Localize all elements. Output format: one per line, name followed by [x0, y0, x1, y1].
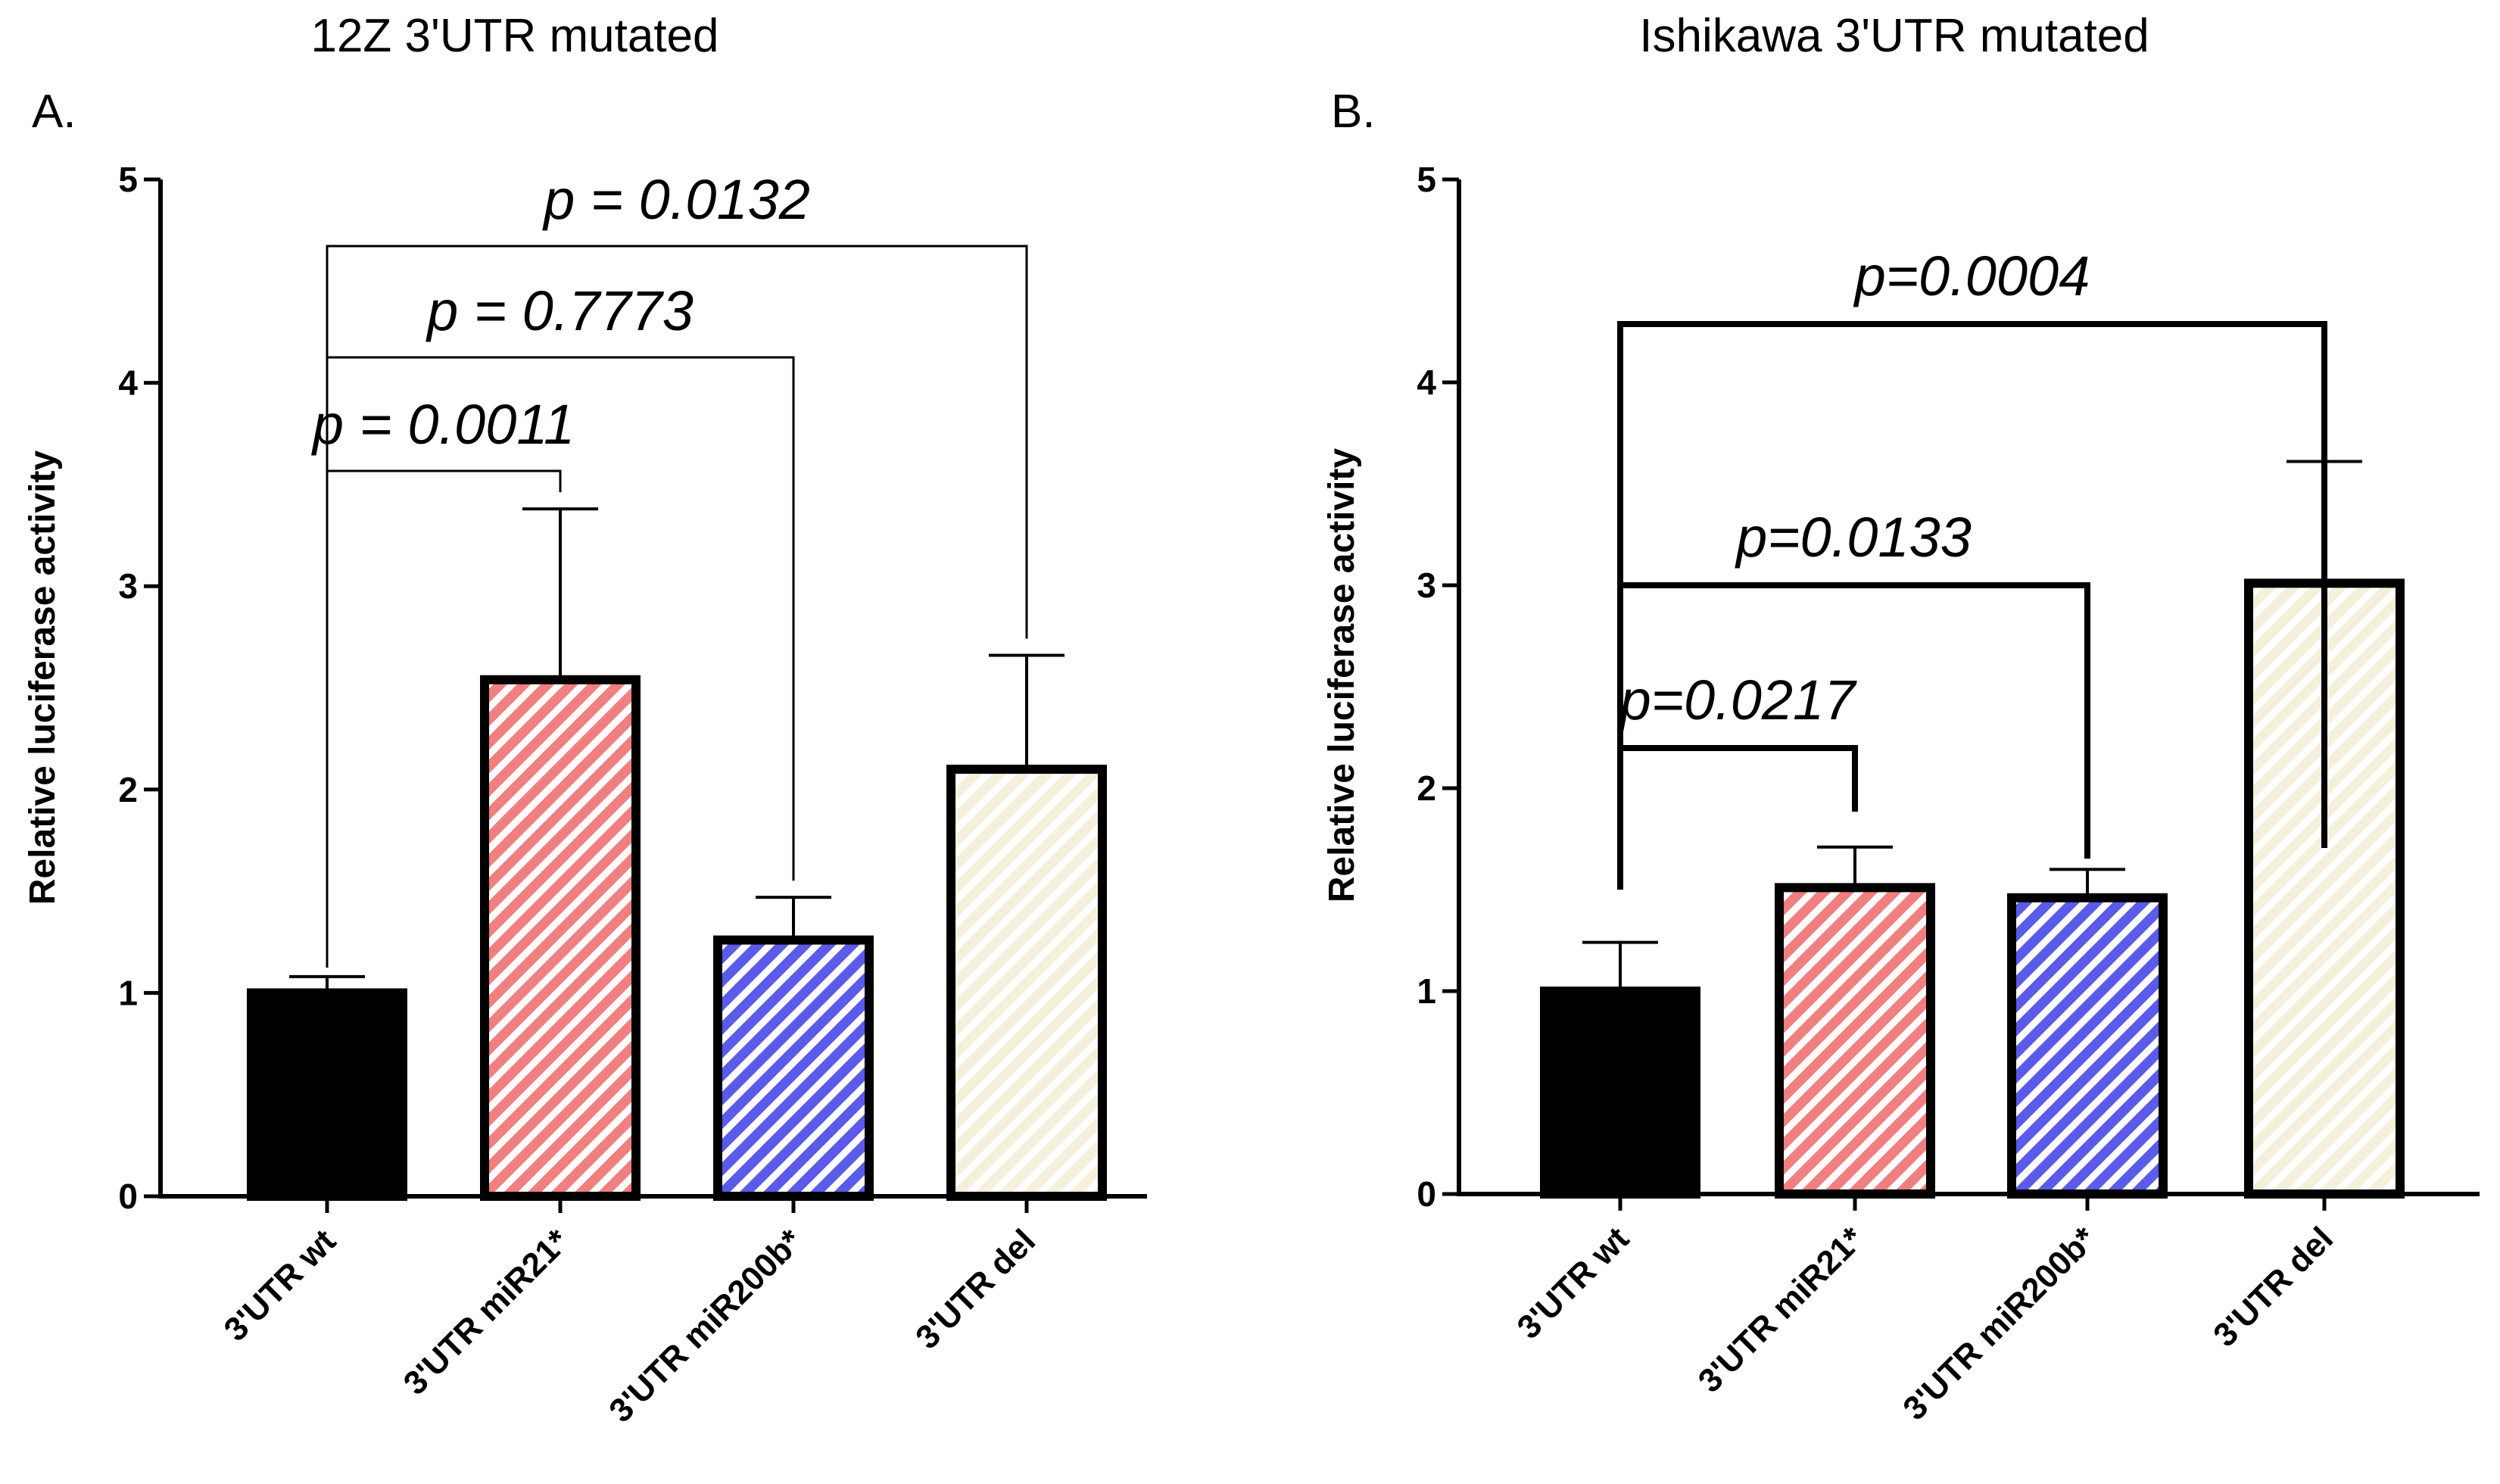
p-value-label: p = 0.0132 [542, 168, 810, 231]
y-tick-label: 0 [1417, 1174, 1436, 1214]
y-tick-label: 5 [1417, 160, 1436, 199]
x-tick-label: 3'UTR del [909, 1222, 1043, 1356]
y-tick-label: 5 [118, 160, 138, 199]
panel-label: B. [1331, 86, 1376, 138]
p-value-label: p = 0.0011 [311, 393, 575, 456]
significance-bracket [1617, 582, 2090, 890]
y-tick-labels: 0 1 2 3 4 5 [118, 160, 138, 1216]
y-tick-label: 3 [1417, 566, 1436, 605]
x-tick-label: 3'UTR wt [1510, 1220, 1637, 1346]
bar [1775, 883, 1935, 1199]
x-tick-labels: 3'UTR wt 3'UTR miR21* 3'UTR miR200b* 3'U… [1510, 1220, 2341, 1427]
bar [713, 935, 874, 1201]
p-value-label: p = 0.7773 [425, 279, 694, 342]
x-tick-label: 3'UTR wt [217, 1222, 344, 1348]
significance-bracket [1617, 321, 2327, 848]
x-tick-labels: 3'UTR wt 3'UTR miR21* 3'UTR miR200b* 3'U… [217, 1222, 1043, 1429]
p-value-labels: p = 0.0011 p = 0.7773 p = 0.0132 [311, 168, 810, 456]
chart-title: Ishikawa 3'UTR mutated [1639, 10, 2149, 62]
x-tick-label: 3'UTR miR21* [397, 1222, 577, 1402]
y-tick-label: 1 [1417, 971, 1436, 1011]
x-tick-label: 3'UTR miR200b* [1896, 1220, 2103, 1427]
bar [480, 675, 641, 1201]
y-tick-label: 4 [118, 363, 138, 403]
y-axis-label: Relative luciferase activity [23, 450, 63, 906]
y-tick-labels: 0 1 2 3 4 5 [1417, 160, 1436, 1214]
y-axis-label: Relative luciferase activity [1322, 448, 1362, 903]
p-value-labels: p=0.0217 p=0.0133 p=0.0004 [1619, 245, 2090, 731]
panel-b: Ishikawa 3'UTR mutated B. Relative lucif… [1322, 10, 2480, 1427]
panel-a: 12Z 3'UTR mutated A. Relative luciferase… [23, 10, 1147, 1429]
p-value-label: p=0.0004 [1853, 245, 2090, 307]
y-tick-label: 1 [118, 973, 138, 1012]
bar [247, 988, 407, 1202]
significance-bracket [1617, 745, 1858, 890]
x-tick-label: 3'UTR miR21* [1691, 1220, 1872, 1400]
y-tick-label: 3 [118, 566, 138, 606]
y-tick-label: 2 [118, 770, 138, 809]
bar [1540, 987, 1700, 1199]
y-tick-label: 0 [118, 1177, 138, 1216]
p-value-label: p=0.0133 [1735, 506, 1972, 569]
panel-label: A. [32, 86, 76, 138]
x-tick-label: 3'UTR del [2206, 1220, 2340, 1354]
significance-bracket [326, 245, 1028, 968]
bar [2007, 893, 2168, 1199]
p-value-label: p=0.0217 [1619, 669, 1858, 731]
y-tick-label: 4 [1417, 363, 1436, 402]
x-tick-label: 3'UTR miR200b* [602, 1222, 809, 1429]
y-tick-label: 2 [1417, 768, 1436, 808]
bar [946, 764, 1107, 1201]
chart-title: 12Z 3'UTR mutated [310, 10, 719, 62]
